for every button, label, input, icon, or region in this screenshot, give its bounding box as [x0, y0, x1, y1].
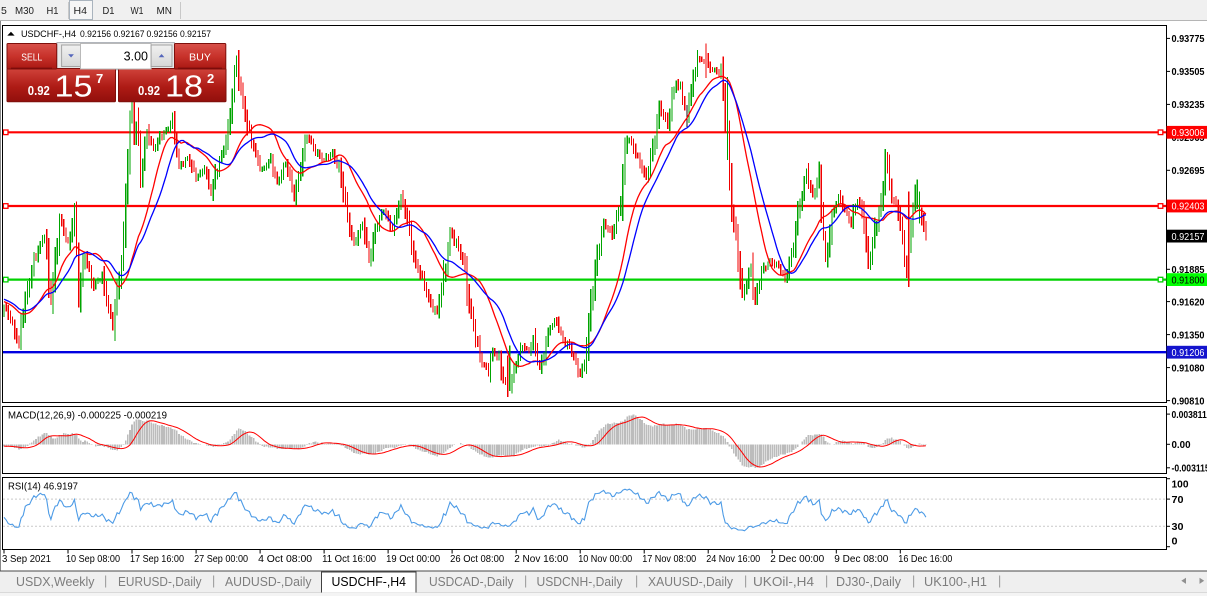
- svg-text:9 Dec 08:00: 9 Dec 08:00: [834, 553, 888, 565]
- svg-text:30: 30: [1172, 521, 1184, 533]
- svg-text:M30: M30: [15, 5, 34, 17]
- svg-text:0.92: 0.92: [28, 84, 50, 98]
- svg-text:UK100-,H1: UK100-,H1: [924, 575, 987, 589]
- svg-text:MN: MN: [157, 5, 173, 17]
- svg-text:0.90810: 0.90810: [1172, 395, 1205, 407]
- svg-text:4 Oct 08:00: 4 Oct 08:00: [258, 553, 312, 565]
- svg-text:100: 100: [1172, 479, 1189, 491]
- svg-text:16 Dec 16:00: 16 Dec 16:00: [898, 553, 952, 565]
- svg-text:0.93006: 0.93006: [1172, 127, 1205, 139]
- svg-text:DJ30-,Daily: DJ30-,Daily: [836, 575, 902, 589]
- svg-text:24 Nov 16:00: 24 Nov 16:00: [706, 553, 760, 565]
- svg-text:0.91080: 0.91080: [1172, 362, 1205, 374]
- svg-text:0.93505: 0.93505: [1172, 66, 1205, 78]
- svg-text:10 Sep 08:00: 10 Sep 08:00: [66, 553, 120, 565]
- svg-text:USDX,Weekly: USDX,Weekly: [16, 575, 95, 589]
- svg-text:|: |: [104, 574, 107, 588]
- svg-text:|: |: [212, 574, 215, 588]
- svg-text:UKOil-,H4: UKOil-,H4: [753, 575, 814, 589]
- svg-text:70: 70: [1172, 494, 1184, 506]
- svg-text:15: 15: [55, 69, 93, 104]
- svg-text:17 Nov 08:00: 17 Nov 08:00: [642, 553, 696, 565]
- svg-text:0.91620: 0.91620: [1172, 296, 1205, 308]
- svg-text:AUDUSD-,Daily: AUDUSD-,Daily: [225, 575, 312, 589]
- svg-text:26 Oct 08:00: 26 Oct 08:00: [450, 553, 504, 565]
- svg-text:0.93775: 0.93775: [1172, 33, 1205, 45]
- svg-text:D1: D1: [103, 5, 115, 17]
- svg-text:|: |: [912, 574, 915, 588]
- svg-text:|: |: [744, 574, 747, 588]
- svg-text:17 Sep 16:00: 17 Sep 16:00: [130, 553, 184, 565]
- svg-text:0.92: 0.92: [138, 84, 160, 98]
- svg-text:19 Oct 00:00: 19 Oct 00:00: [386, 553, 440, 565]
- svg-text:W1: W1: [131, 5, 144, 17]
- svg-text:USDCNH-,Daily: USDCNH-,Daily: [537, 575, 624, 589]
- svg-text:0.92157: 0.92157: [180, 29, 211, 40]
- svg-text:|: |: [524, 574, 527, 588]
- svg-text:H4: H4: [74, 5, 88, 17]
- svg-text:0.91350: 0.91350: [1172, 329, 1205, 341]
- svg-text:USDCHF-,H4: USDCHF-,H4: [332, 575, 407, 589]
- svg-text:0.93235: 0.93235: [1172, 99, 1205, 111]
- svg-text:0.91885: 0.91885: [1172, 264, 1205, 276]
- svg-text:2 Dec 00:00: 2 Dec 00:00: [770, 553, 824, 565]
- svg-text:0.0038115: 0.0038115: [1172, 409, 1207, 421]
- svg-text:0.92695: 0.92695: [1172, 165, 1205, 177]
- svg-text:|: |: [635, 574, 638, 588]
- svg-text:0.92403: 0.92403: [1172, 201, 1205, 213]
- svg-text:SELL: SELL: [21, 52, 42, 64]
- svg-text:|: |: [825, 574, 828, 588]
- svg-text:|: |: [998, 574, 1001, 588]
- svg-text:11 Oct 16:00: 11 Oct 16:00: [322, 553, 376, 565]
- svg-text:USDCAD-,Daily: USDCAD-,Daily: [429, 575, 514, 589]
- svg-text:XAUUSD-,Daily: XAUUSD-,Daily: [648, 575, 734, 589]
- svg-text:10 Nov 00:00: 10 Nov 00:00: [578, 553, 632, 565]
- svg-text:H1: H1: [47, 5, 59, 17]
- svg-text:0.91800: 0.91800: [1172, 274, 1205, 286]
- svg-text:EURUSD-,Daily: EURUSD-,Daily: [118, 575, 202, 589]
- svg-text:2 Nov 16:00: 2 Nov 16:00: [514, 553, 568, 565]
- svg-text:BUY: BUY: [189, 52, 211, 64]
- svg-text:0.92167: 0.92167: [114, 29, 145, 40]
- svg-text:USDCHF-,H4: USDCHF-,H4: [21, 29, 76, 40]
- svg-text:0.91206: 0.91206: [1172, 347, 1205, 359]
- svg-text:RSI(14) 46.9197: RSI(14) 46.9197: [8, 481, 78, 493]
- svg-text:27 Sep 00:00: 27 Sep 00:00: [194, 553, 248, 565]
- svg-text:2: 2: [207, 71, 214, 86]
- svg-text:0: 0: [1172, 536, 1178, 548]
- svg-text:18: 18: [165, 69, 203, 104]
- svg-text:0.92156: 0.92156: [147, 29, 178, 40]
- svg-text:0.92157: 0.92157: [1172, 231, 1205, 243]
- svg-text:5: 5: [1, 5, 7, 17]
- svg-text:3 Sep 2021: 3 Sep 2021: [2, 553, 51, 565]
- svg-text:MACD(12,26,9) -0.000225 -0.000: MACD(12,26,9) -0.000225 -0.000219: [8, 410, 167, 422]
- svg-text:3.00: 3.00: [124, 50, 148, 64]
- svg-text:0.00: 0.00: [1172, 439, 1191, 451]
- svg-text:-0.0031155: -0.0031155: [1172, 463, 1207, 475]
- svg-text:7: 7: [96, 71, 103, 86]
- svg-text:0.92156: 0.92156: [80, 29, 111, 40]
